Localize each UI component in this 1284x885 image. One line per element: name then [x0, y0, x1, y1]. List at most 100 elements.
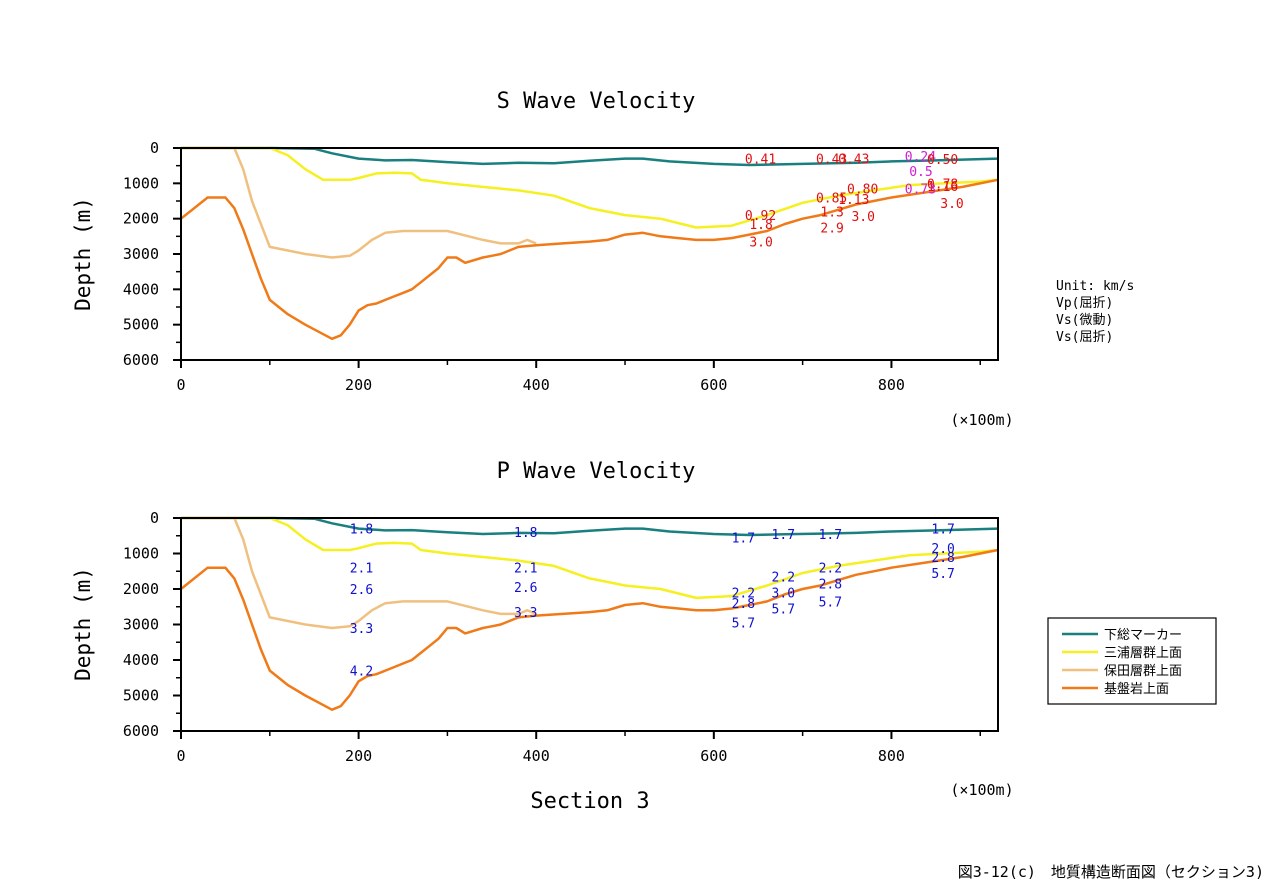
p-wave-velocity-label: 2.2 [732, 587, 755, 602]
vp-refraction-label: Vp(屈折) [1056, 296, 1113, 311]
s-wave-x-tick-label: 800 [878, 376, 905, 394]
p-wave-velocity-label: 1.7 [772, 528, 795, 543]
p-wave-velocity-label: 2.2 [772, 571, 795, 586]
s-wave-x-tick-label: 200 [345, 376, 372, 394]
s-wave-y-tick-label: 1000 [123, 174, 159, 192]
series-legend-box [1047, 617, 1217, 705]
s-wave-velocity-label: 0.78 [927, 177, 958, 192]
p-wave-plot-area: 0 1000 2000 3000 4000 5000 6000 0 200 400 600 800 1.… [123, 509, 999, 765]
p-wave-x-tick-label: 800 [878, 747, 905, 765]
p-wave-velocity-label: 5.7 [931, 567, 954, 582]
p-wave-panel: P Wave Velocity Depth (m) 01000200030004… [71, 459, 1014, 814]
p-wave-velocity-label: 5.7 [732, 617, 755, 632]
p-wave-x-tick-label: 0 [176, 747, 185, 765]
s-wave-y-tick-label: 4000 [123, 280, 159, 298]
p-wave-x-unit: (×100m) [950, 781, 1013, 799]
s-wave-x-tick-label: 0 [176, 376, 185, 394]
s-wave-velocity-label: 0.85 [816, 191, 847, 206]
s-wave-velocity-label: 0.50 [927, 153, 958, 168]
p-wave-velocity-label: 1.7 [732, 532, 755, 547]
p-wave-x-tick-label: 600 [700, 747, 727, 765]
p-wave-velocity-label: 5.7 [772, 603, 795, 618]
vs-refraction-label: Vs(屈折) [1056, 330, 1113, 345]
p-wave-velocity-label: 2.8 [931, 551, 954, 566]
p-wave-y-tick-label: 0 [150, 509, 159, 527]
s-wave-velocity-label: 3.0 [851, 210, 874, 225]
s-wave-velocity-label: 1.3 [820, 206, 843, 221]
p-wave-y-tick-label: 6000 [123, 722, 159, 740]
s-wave-series-miura-group-top [181, 146, 999, 229]
p-wave-y-tick-label: 4000 [123, 651, 159, 669]
s-wave-velocity-label: 2.9 [820, 222, 843, 237]
p-wave-velocity-label: 3.0 [772, 587, 795, 602]
s-wave-y-axis-label: Depth (m) [71, 197, 95, 311]
p-wave-velocity-label: 2.8 [819, 578, 842, 593]
s-wave-x-tick-label: 600 [700, 376, 727, 394]
velocity-unit-legend: Unit: km/s Vp(屈折) Vs(微動) Vs(屈折) [1056, 279, 1134, 345]
s-wave-velocity-label: 0.43 [838, 153, 869, 168]
p-wave-velocity-label: 3.3 [514, 606, 537, 621]
s-wave-velocity-label: 0.43 [816, 153, 847, 168]
p-wave-velocity-label: 2.6 [350, 583, 373, 598]
p-wave-y-tick-label: 5000 [123, 687, 159, 705]
legend-label-shimosa-marker: 下総マーカー [1104, 628, 1182, 643]
p-wave-velocity-label: 2.6 [514, 581, 537, 596]
s-wave-panel: S Wave Velocity Depth (m) 01000200030004… [71, 89, 1014, 429]
p-wave-y-tick-label: 2000 [123, 580, 159, 598]
s-wave-y-tick-label: 3000 [123, 245, 159, 263]
s-wave-velocity-label: 1.16 [927, 180, 958, 195]
s-wave-velocity-label: 0.73 [905, 183, 936, 198]
p-wave-x-axis-label: Section 3 [530, 789, 649, 814]
s-wave-y-tick-label: 2000 [123, 210, 159, 228]
s-wave-velocity-label: 3.0 [749, 236, 772, 251]
series-legend: 下総マーカー 三浦層群上面 保田層群上面 基盤岩上面 [1047, 617, 1217, 705]
p-wave-velocity-label: 2.0 [931, 542, 954, 557]
s-wave-velocity-label: 0.80 [847, 183, 878, 198]
s-wave-y-tick-label: 5000 [123, 316, 159, 334]
s-wave-x-tick-label: 400 [523, 376, 550, 394]
p-wave-velocity-label: 1.8 [514, 526, 537, 541]
s-wave-velocity-label: 1.13 [838, 193, 869, 208]
p-wave-velocity-label: 1.7 [819, 528, 842, 543]
s-wave-series-hota-group-top [181, 146, 537, 259]
p-wave-x-tick-label: 400 [523, 747, 550, 765]
legend-label-hota-group-top: 保田層群上面 [1104, 664, 1182, 679]
p-wave-velocity-label: 5.7 [819, 595, 842, 610]
s-wave-velocity-label: 0.41 [745, 153, 776, 168]
p-wave-chart-title: P Wave Velocity [497, 459, 696, 484]
p-wave-series-hota-group-top [181, 516, 537, 630]
s-wave-velocity-label: 0.92 [745, 209, 776, 224]
p-wave-series-shimosa-marker [181, 516, 999, 537]
p-wave-y-axis-label: Depth (m) [71, 567, 95, 681]
legend-label-basement-top: 基盤岩上面 [1104, 682, 1169, 697]
p-wave-velocity-label: 2.2 [819, 562, 842, 577]
legend-label-miura-group-top: 三浦層群上面 [1104, 646, 1182, 661]
p-wave-velocity-label: 2.1 [350, 562, 373, 577]
p-wave-velocity-label: 3.3 [350, 622, 373, 637]
p-wave-x-tick-label: 200 [345, 747, 372, 765]
s-wave-y-tick-label: 6000 [123, 351, 159, 369]
p-wave-velocity-label: 4.2 [350, 665, 373, 680]
p-wave-velocity-label: 1.7 [931, 523, 954, 538]
p-wave-y-tick-label: 3000 [123, 616, 159, 634]
vs-microtremor-label: Vs(微動) [1056, 313, 1113, 328]
s-wave-velocity-label: 0.24 [905, 150, 936, 165]
p-wave-series-basement-top [180, 548, 999, 711]
p-wave-velocity-label: 1.8 [350, 523, 373, 538]
s-wave-chart-title: S Wave Velocity [497, 89, 696, 114]
s-wave-series-shimosa-marker [181, 146, 999, 167]
s-wave-x-unit: (×100m) [950, 411, 1013, 429]
unit-label: Unit: km/s [1056, 279, 1134, 294]
s-wave-y-tick-label: 0 [150, 139, 159, 157]
figure-caption: 図3-12(c) 地質構造断面図（セクション3) [958, 863, 1264, 881]
p-wave-series-miura-group-top [181, 516, 999, 600]
s-wave-velocity-label: 3.0 [940, 197, 963, 212]
s-wave-plot-area: 0 1000 2000 3000 4000 5000 6000 0 200 400 600 800 0.… [123, 139, 999, 394]
p-wave-velocity-label: 2.1 [514, 562, 537, 577]
s-wave-velocity-label: 1.8 [749, 218, 772, 233]
p-wave-y-tick-label: 1000 [123, 545, 159, 563]
s-wave-velocity-label: 0.5 [909, 165, 932, 180]
s-wave-series-basement-top [180, 178, 999, 341]
p-wave-velocity-label: 2.8 [732, 597, 755, 612]
